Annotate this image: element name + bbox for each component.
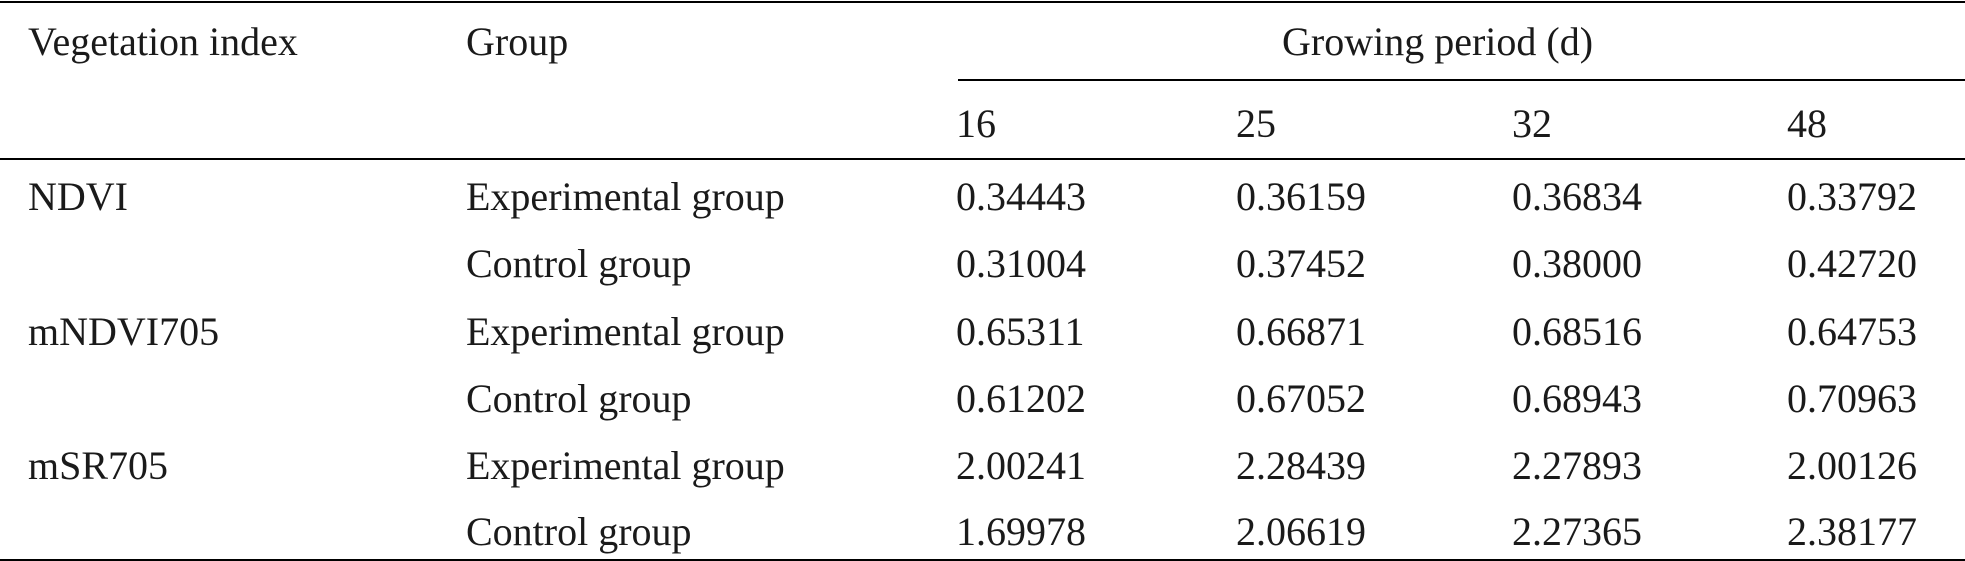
value-cell: 0.68943: [1512, 376, 1642, 421]
header-vegetation-index: Vegetation index: [28, 19, 298, 64]
value-cell: 2.00241: [956, 443, 1086, 488]
header-bottom-rule: [0, 158, 1965, 160]
value-cell: 0.64753: [1787, 309, 1917, 354]
vegetation-index-cell: NDVI: [28, 174, 128, 219]
group-cell: Experimental group: [466, 443, 785, 488]
value-cell: 2.28439: [1236, 443, 1366, 488]
value-cell: 2.27893: [1512, 443, 1642, 488]
value-cell: 0.37452: [1236, 241, 1366, 286]
value-cell: 0.31004: [956, 241, 1086, 286]
header-day: 25: [1236, 101, 1276, 146]
group-cell: Experimental group: [466, 309, 785, 354]
value-cell: 2.00126: [1787, 443, 1917, 488]
value-cell: 0.42720: [1787, 241, 1917, 286]
value-cell: 2.06619: [1236, 509, 1366, 554]
group-cell: Experimental group: [466, 174, 785, 219]
table-top-rule: [0, 1, 1965, 3]
value-cell: 2.38177: [1787, 509, 1917, 554]
growing-period-span-rule: [958, 79, 1965, 81]
value-cell: 0.67052: [1236, 376, 1366, 421]
value-cell: 0.61202: [956, 376, 1086, 421]
header-day: 32: [1512, 101, 1552, 146]
header-growing-period: Growing period (d): [1282, 19, 1594, 64]
group-cell: Control group: [466, 509, 692, 554]
table-bottom-rule: [0, 559, 1965, 561]
value-cell: 1.69978: [956, 509, 1086, 554]
group-cell: Control group: [466, 241, 692, 286]
vegetation-index-cell: mSR705: [28, 443, 169, 488]
header-group: Group: [466, 19, 569, 64]
header-day: 16: [956, 101, 996, 146]
vegetation-index-cell: mNDVI705: [28, 309, 220, 354]
value-cell: 0.70963: [1787, 376, 1917, 421]
value-cell: 0.36159: [1236, 174, 1366, 219]
value-cell: 0.36834: [1512, 174, 1642, 219]
value-cell: 0.66871: [1236, 309, 1366, 354]
value-cell: 0.68516: [1512, 309, 1642, 354]
value-cell: 0.38000: [1512, 241, 1642, 286]
value-cell: 0.65311: [956, 309, 1085, 354]
value-cell: 0.33792: [1787, 174, 1917, 219]
group-cell: Control group: [466, 376, 692, 421]
value-cell: 0.34443: [956, 174, 1086, 219]
value-cell: 2.27365: [1512, 509, 1642, 554]
header-day: 48: [1787, 101, 1827, 146]
